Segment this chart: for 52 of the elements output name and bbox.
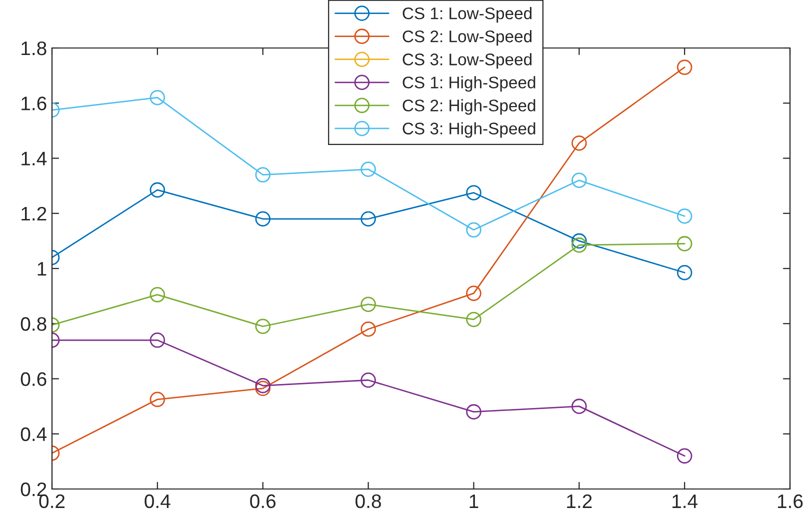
legend-label: CS 1: Low-Speed <box>402 7 532 23</box>
point <box>466 286 482 301</box>
point <box>676 236 692 252</box>
legend-label: CS 2: High-Speed <box>402 99 536 115</box>
legend-label: CS 3: Low-Speed <box>402 53 532 69</box>
x-tick-label: 0.8 <box>356 494 381 508</box>
point <box>255 167 270 182</box>
legend-label: CS 3: High-Speed <box>402 122 536 138</box>
point <box>150 332 166 348</box>
x-tick-label: 1.4 <box>672 494 698 508</box>
y-tick-label: 1.2 <box>22 206 46 220</box>
point <box>255 378 270 394</box>
point <box>150 90 166 106</box>
point <box>466 404 482 420</box>
x-tick-label: 0.4 <box>144 494 170 508</box>
point <box>150 182 166 198</box>
point <box>676 448 692 464</box>
point <box>255 380 270 396</box>
x-tick-label: 0.6 <box>250 494 276 508</box>
point <box>466 185 482 200</box>
point <box>150 287 166 302</box>
point <box>466 312 482 328</box>
x-tick-label: 1.6 <box>778 494 803 508</box>
y-tick-label: 1.8 <box>22 41 46 56</box>
x-tick-label: 1 <box>470 494 478 508</box>
point <box>360 162 376 177</box>
point <box>572 398 587 414</box>
y-tick-label: 1 <box>38 262 46 276</box>
point <box>255 318 270 334</box>
point <box>255 211 270 227</box>
x-tick-label: 1.2 <box>567 494 592 508</box>
y-tick-label: 0.4 <box>20 427 47 442</box>
point <box>150 392 166 408</box>
point <box>676 60 692 75</box>
point <box>572 237 587 253</box>
point <box>676 208 692 224</box>
y-tick-label: 0.6 <box>20 372 46 386</box>
legend-label: CS 2: Low-Speed <box>402 30 532 46</box>
point <box>360 372 376 388</box>
point <box>360 296 376 312</box>
legend-label: CS 1: High-Speed <box>402 76 536 92</box>
point <box>572 135 587 151</box>
point <box>676 264 692 280</box>
point <box>360 322 376 337</box>
point <box>360 211 376 227</box>
y-tick-label: 1.6 <box>22 96 46 110</box>
y-tick-label: 0.8 <box>20 317 46 331</box>
point <box>466 222 482 238</box>
y-tick-label: 0.2 <box>20 482 46 496</box>
y-tick-label: 1.4 <box>22 152 47 166</box>
point <box>572 172 587 188</box>
point <box>572 233 587 249</box>
